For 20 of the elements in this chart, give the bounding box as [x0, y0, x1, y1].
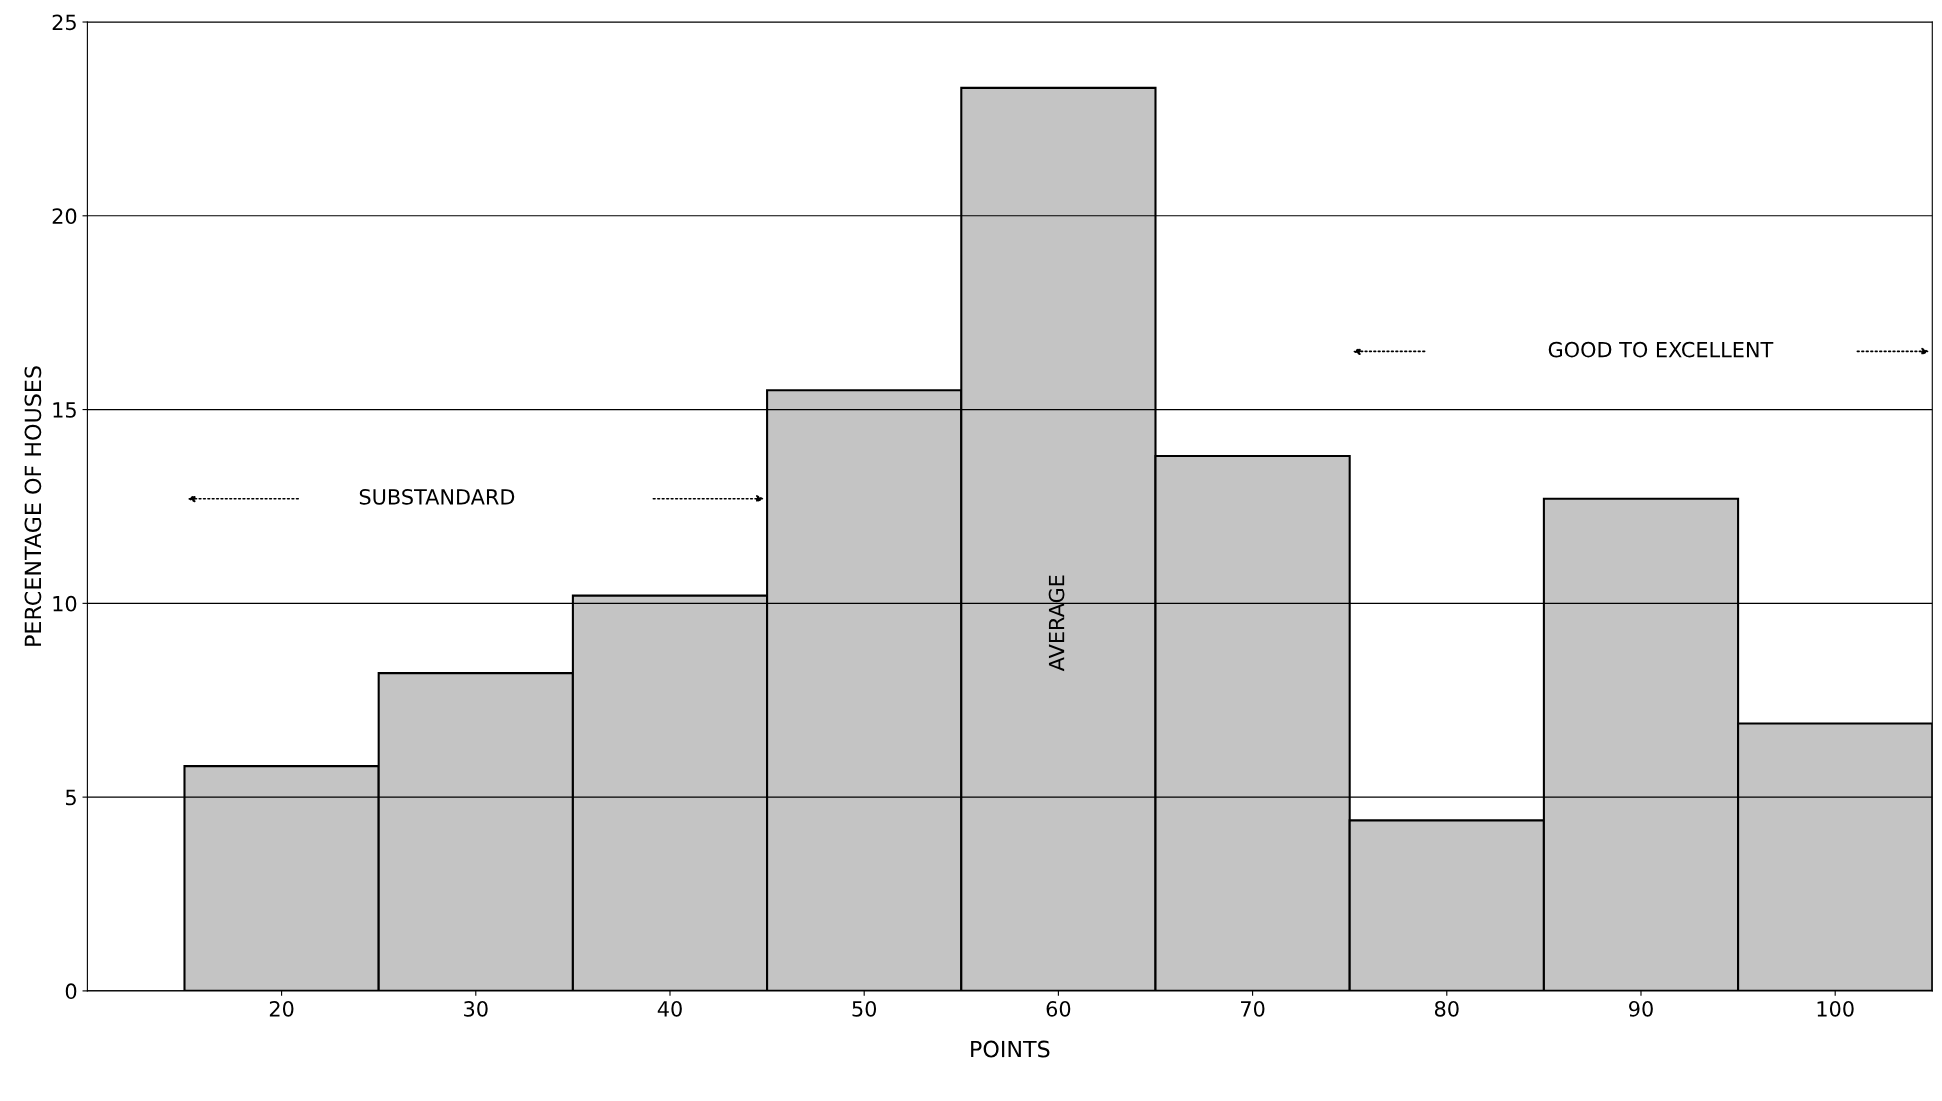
x-tick-label: 70 — [1241, 1000, 1265, 1017]
y-tick-label: 5 — [66, 789, 76, 806]
x-tick-label: 80 — [1434, 1000, 1459, 1017]
y-tick-label: 15 — [53, 402, 76, 418]
x-tick-label: 40 — [657, 1000, 682, 1017]
x-tick-label: 30 — [464, 1000, 488, 1017]
x-axis-title: POINTS — [971, 1040, 1050, 1058]
y-tick-label: 20 — [52, 208, 77, 225]
x-tick-label: 90 — [1629, 1000, 1653, 1017]
annotation: GOOD TO EXCELLENT — [1548, 341, 1774, 358]
x-tick-label: 50 — [852, 1000, 877, 1017]
annotation: AVERAGE — [1048, 575, 1065, 672]
x-tick-label: 20 — [269, 1000, 294, 1017]
y-tick-label: 0 — [65, 983, 77, 1000]
y-axis-title: PERCENTAGE OF HOUSES — [24, 366, 42, 646]
y-tick-label: 25 — [52, 14, 76, 31]
annotation: SUBSTANDARD — [359, 489, 515, 505]
y-tick-label: 10 — [53, 595, 77, 612]
x-tick-label: 60 — [1046, 1000, 1071, 1017]
x-tick-label: 100 — [1817, 1000, 1854, 1017]
